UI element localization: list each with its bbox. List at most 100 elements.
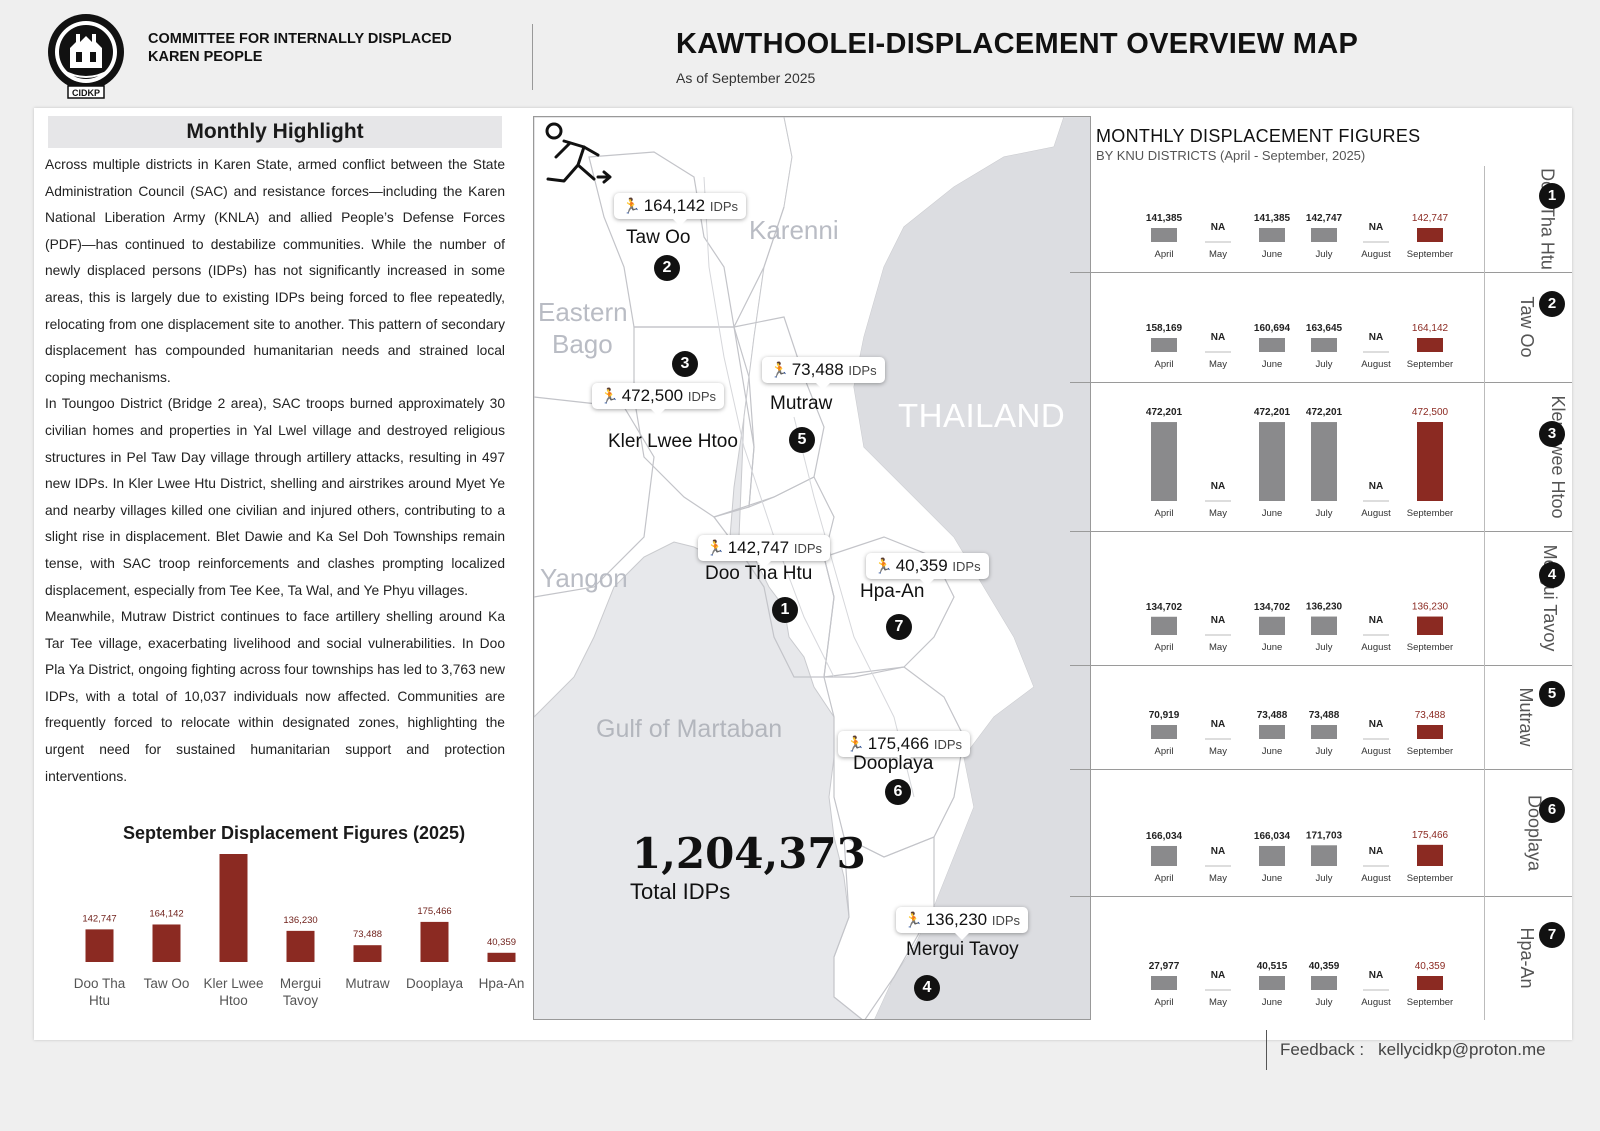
callout-value: 175,466 [867,734,930,753]
district-name-taw-oo: Taw Oo [626,227,691,248]
sept-category-label: Dooplaya [406,976,464,991]
month-label: September [1407,249,1453,260]
org-name-line2: KAREN PEOPLE [148,49,263,65]
district-monthly-chart: 134,702 April NA May 134,702 June 136,230 July N… [1146,602,1453,653]
month-label: July [1316,359,1333,370]
monthly-value-label: 171,703 [1306,830,1343,841]
district-monthly-chart: 166,034 April NA May 166,034 June 171,703 July N… [1146,830,1453,884]
row-separator [1070,896,1572,897]
month-label: September [1407,746,1453,757]
sept-value-label: 164,142 [149,908,183,919]
district-number-badge: 5 [1539,681,1565,707]
district-name-mergui-tavoy: Mergui Tavoy [906,939,1019,960]
sept-category-label: Mergui [280,976,321,991]
district-badge-1: 1 [772,597,798,623]
sept-category-label: Htoo [219,993,248,1008]
running-person-icon: 🏃 [846,736,865,753]
feedback-label: Feedback : [1280,1040,1365,1059]
callout-dooplaya: 🏃 175,466 IDPs [838,731,971,764]
header-divider [532,24,533,90]
district-number-badge: 7 [1539,922,1565,948]
monthly-highlight-title: Monthly Highlight [48,116,502,148]
district-vertical-name: Hpa-An [1517,927,1538,989]
callout-value: 73,488 [791,360,844,379]
sept-value-label: 73,488 [353,929,382,940]
total-idps-value: 1,204,373 [632,829,866,878]
month-label: September [1407,359,1453,370]
month-label: May [1209,249,1227,260]
month-label: June [1262,249,1283,260]
monthly-bar [1259,725,1285,739]
monthly-bar [1417,976,1443,990]
monthly-value-label: 472,201 [1254,407,1291,418]
running-person-icon: 🏃 [622,198,641,215]
monthly-bar [1259,845,1285,866]
region-label-eastern: Eastern [538,297,628,327]
monthly-value-label: 40,515 [1257,961,1288,972]
month-label: April [1154,642,1173,653]
as-of-date: As of September 2025 [676,70,816,86]
callout-unit: IDPs [687,389,717,404]
row-separator [1070,665,1572,666]
feedback-email[interactable]: kellycidkp@proton.me [1378,1040,1546,1059]
monthly-bar [1417,228,1443,242]
sept-bar [219,854,248,962]
monthly-value-label: 134,702 [1146,602,1183,613]
month-label: May [1209,642,1227,653]
monthly-bar [1151,338,1177,352]
month-label: August [1361,642,1391,653]
callout-value: 136,230 [925,910,988,929]
monthly-value-label: 158,169 [1146,323,1183,334]
monthly-bar [1311,228,1337,242]
monthly-value-label: 164,142 [1412,323,1449,334]
monthly-bar [1151,845,1177,866]
total-idps-label: Total IDPs [630,879,731,904]
month-label: July [1316,746,1333,757]
callout-value: 472,500 [621,386,684,405]
monthly-value-label: 142,747 [1306,213,1343,224]
monthly-bar [1417,725,1443,739]
callout-doo-tha-htu: 🏃 142,747 IDPs [698,535,831,568]
monthly-value-label: 40,359 [1309,961,1340,972]
monthly-value-label: 166,034 [1146,831,1183,842]
month-label: July [1316,642,1333,653]
row-separator [1070,531,1572,532]
row-divider [1484,272,1485,382]
district-monthly-chart: 70,919 April NA May 73,488 June 73,488 July NA Au… [1149,710,1454,757]
monthly-figures-subtitle: BY KNU DISTRICTS (April - September, 202… [1096,148,1366,163]
callout-unit: IDPs [709,199,739,214]
running-person-icon: 🏃 [600,388,619,405]
row-divider [1484,665,1485,769]
na-label: NA [1369,222,1383,233]
running-person-icon: 🏃 [904,912,923,929]
district-side-label: Kler Lwee Htoo 3 [1486,382,1572,531]
na-label: NA [1211,846,1225,857]
monthly-bar [1259,976,1285,990]
sept-bar [85,929,114,962]
na-label: NA [1369,719,1383,730]
callout-kler-lwee-htoo: 🏃 472,500 IDPs [592,383,725,416]
callout-unit: IDPs [933,737,963,752]
district-number-badge: 6 [1539,796,1565,823]
month-label: September [1407,508,1453,519]
month-label: July [1316,508,1333,519]
callout-unit: IDPs [952,559,981,574]
month-label: August [1361,508,1391,519]
monthly-value-label: 160,694 [1254,323,1291,334]
district-number-badge: 4 [1539,562,1565,588]
monthly-value-label: 472,201 [1146,407,1183,418]
monthly-bar [1311,725,1337,739]
page-title: KAWTHOOLEI-DISPLACEMENT OVERVIEW MAP [676,28,1359,60]
sept-value-label: 40,359 [487,937,516,948]
monthly-bar [1259,228,1285,242]
main-panel: Monthly Highlight Across multiple distri… [34,108,1572,1040]
sept-bar [420,921,449,962]
callout-unit: IDPs [793,541,823,556]
row-separator [1070,272,1572,273]
monthly-highlight-text: Across multiple districts in Karen State… [45,152,505,790]
monthly-value-label: 40,359 [1415,961,1446,972]
sept-category-label: Hpa-An [479,976,525,991]
callout-unit: IDPs [991,913,1021,928]
district-vertical-name: Kler Lwee Htoo [1548,394,1569,519]
